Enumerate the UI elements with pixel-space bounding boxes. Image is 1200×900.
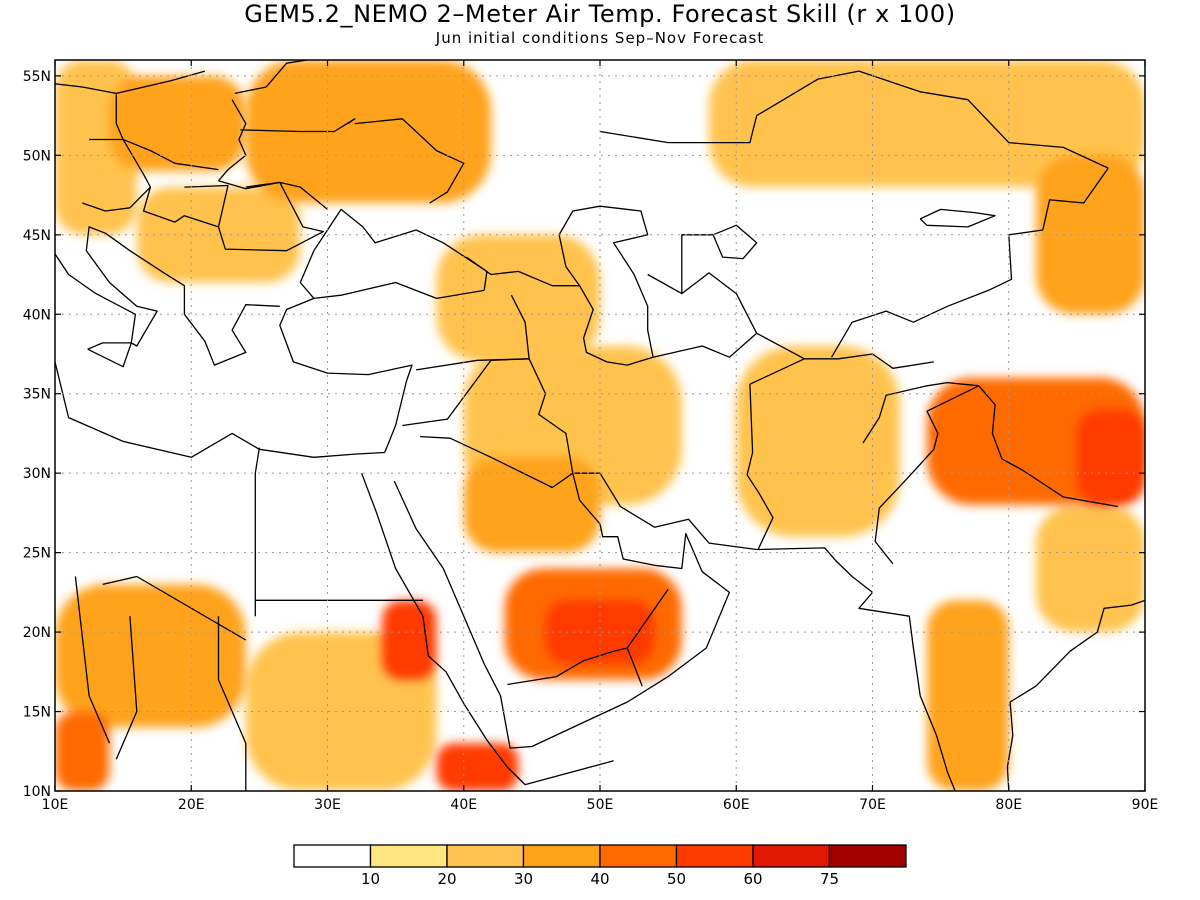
coastline-segment-25	[746, 384, 774, 550]
skill-region-10	[1036, 155, 1145, 315]
legend-label-4: 50	[667, 870, 686, 888]
map-subtitle: Jun initial conditions Sep–Nov Forecast	[435, 29, 765, 47]
coastline-segment-23	[507, 588, 669, 686]
legend-swatch-6	[752, 844, 831, 868]
coastline-segment-43	[240, 118, 356, 133]
lon-tick-label: 40E	[450, 797, 477, 813]
coastline-segment-42	[234, 60, 308, 95]
legend-label-1: 20	[437, 870, 456, 888]
legend-label-5: 60	[743, 870, 762, 888]
skill-region-20	[436, 743, 519, 791]
coastline-segment-39	[142, 184, 229, 228]
lon-tick-label: 50E	[587, 797, 614, 813]
skill-region-3	[436, 234, 600, 362]
coastline-segment-40	[217, 181, 325, 252]
coastline-segment-21	[420, 435, 574, 489]
legend-swatch-0	[293, 844, 372, 868]
legend-swatch-4	[599, 844, 678, 868]
coastline-segment-27	[862, 381, 1118, 508]
lat-tick-label: 30N	[23, 466, 51, 482]
coastline-segment-8	[1006, 599, 1145, 791]
coastline-segment-15	[102, 575, 247, 641]
legend-swatch-5	[675, 844, 754, 868]
coastline-segment-30	[681, 234, 714, 294]
legend-swatch-3	[522, 844, 601, 868]
coastline-segment-31	[652, 332, 758, 358]
lon-tick-label: 70E	[859, 797, 886, 813]
legend-label-3: 40	[590, 870, 609, 888]
map-title: GEM5.2_NEMO 2–Meter Air Temp. Forecast S…	[244, 0, 956, 28]
coastline-segment-1	[279, 281, 485, 453]
coastline-segment-34	[466, 256, 580, 287]
coastline-segment-11	[919, 208, 996, 228]
coastline-segment-2	[299, 208, 488, 299]
coastline-segment-7	[572, 472, 956, 791]
skill-region-19	[382, 600, 437, 680]
lon-tick-label: 30E	[314, 797, 341, 813]
lat-tick-label: 15N	[23, 705, 51, 721]
lon-tick-label: 80E	[995, 797, 1022, 813]
skill-region-1	[136, 187, 301, 283]
coastline-segment-29	[647, 272, 805, 360]
lat-tick-label: 10N	[23, 784, 51, 800]
coastline-segment-32	[831, 167, 1109, 358]
coastline-segment-10	[712, 224, 758, 260]
coastline-segment-37	[115, 93, 219, 171]
legend-swatch-7	[828, 844, 907, 868]
coastline-segment-6	[393, 473, 731, 749]
skill-region-11	[463, 457, 601, 553]
coastline-segment-26	[749, 353, 934, 385]
legend-label-6: 75	[820, 870, 839, 888]
coastline-segment-3	[55, 226, 280, 366]
coastline-segment-22	[528, 358, 574, 474]
legend-swatch-2	[446, 844, 525, 868]
skill-region-9	[245, 60, 492, 203]
lon-tick-label: 20E	[178, 797, 205, 813]
coastline-segment-24	[626, 647, 643, 687]
coastline-segment-4	[87, 342, 132, 368]
coastline-segment-16	[74, 576, 111, 744]
lat-tick-label: 35N	[23, 387, 51, 403]
lat-tick-label: 50N	[23, 148, 51, 164]
lon-tick-label: 90E	[1132, 797, 1159, 813]
skill-region-16	[55, 711, 110, 791]
coastlines	[55, 60, 1145, 791]
lon-tick-label: 60E	[723, 797, 750, 813]
coastline-segment-33	[599, 70, 1109, 169]
skill-region-7	[1036, 505, 1145, 633]
lat-tick-label: 40N	[23, 307, 51, 323]
coastline-segment-0	[55, 361, 385, 458]
lon-tick-label: 10E	[42, 797, 69, 813]
coastline-segment-41	[354, 118, 465, 204]
lat-lon-gridlines	[55, 60, 1145, 791]
lat-tick-label: 45N	[23, 228, 51, 244]
coastline-segment-17	[115, 616, 138, 760]
color-legend: 10 20 30 40 50 60 75	[293, 844, 907, 888]
skill-region-13	[927, 600, 1009, 791]
skill-region-12	[55, 584, 246, 728]
coastline-segment-36	[218, 99, 247, 182]
coastline-segment-9	[558, 205, 654, 366]
legend-label-0: 10	[361, 870, 380, 888]
coastline-segment-13	[254, 447, 261, 617]
legend-label-2: 30	[514, 870, 533, 888]
lat-tick-label: 55N	[23, 69, 51, 85]
skill-region-5	[736, 346, 900, 537]
coastline-segment-28	[874, 385, 980, 565]
lat-tick-label: 20N	[23, 625, 51, 641]
lat-tick-label: 25N	[23, 546, 51, 562]
coastline-segment-5	[360, 472, 614, 786]
legend-swatch-1	[369, 844, 448, 868]
map-axes: 10E 20E 30E 40E 50E 60E 70E 80E 90E 10N 15N 20N 25N 3…	[23, 60, 1159, 813]
skill-region-17	[1076, 409, 1145, 505]
coastline-segment-18	[217, 616, 247, 791]
